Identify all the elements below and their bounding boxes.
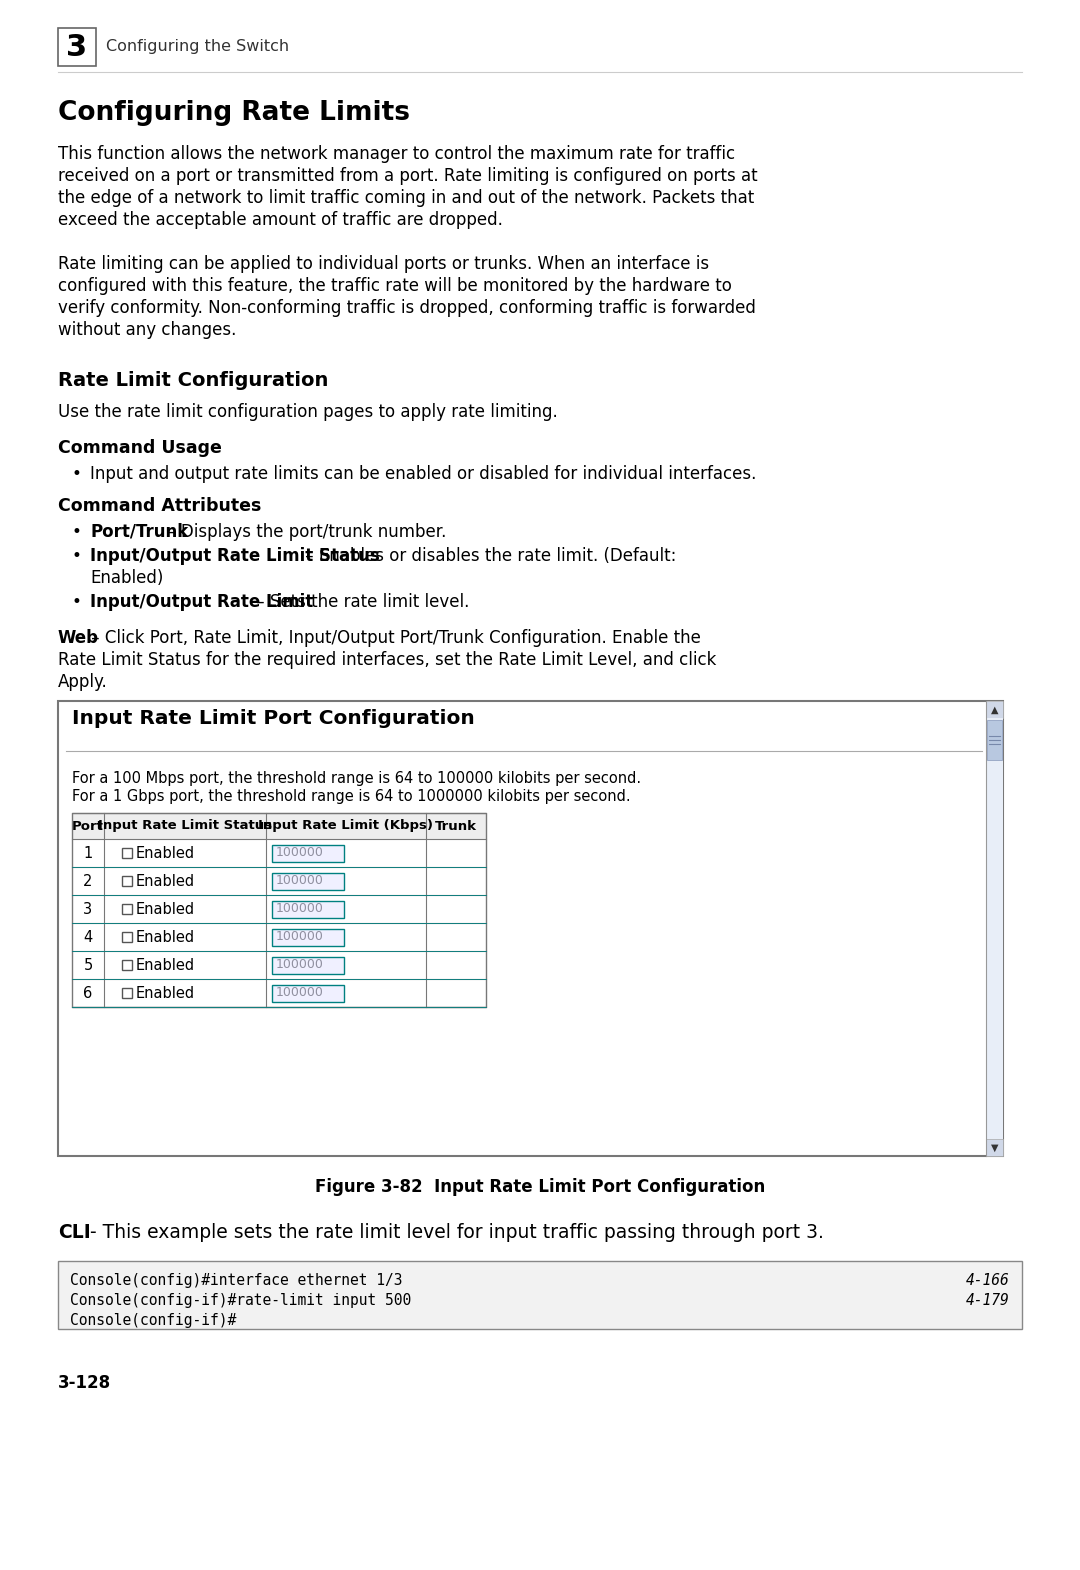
Text: without any changes.: without any changes.	[58, 320, 237, 339]
Text: This function allows the network manager to control the maximum rate for traffic: This function allows the network manager…	[58, 144, 735, 163]
Text: Configuring Rate Limits: Configuring Rate Limits	[58, 100, 410, 126]
Text: •: •	[72, 593, 82, 611]
Text: 4-179: 4-179	[967, 1294, 1010, 1308]
Bar	[986, 1138, 1003, 1156]
Text: – Click Port, Rate Limit, Input/Output Port/Trunk Configuration. Enable the: – Click Port, Rate Limit, Input/Output P…	[86, 630, 701, 647]
Text: ▼: ▼	[990, 1143, 998, 1152]
Text: 5: 5	[83, 958, 93, 972]
Bar	[986, 717, 1003, 1138]
Text: Enabled: Enabled	[136, 986, 195, 1000]
Text: 4: 4	[83, 929, 93, 945]
Text: 100000: 100000	[276, 959, 324, 972]
Bar	[58, 28, 96, 66]
Text: 3-128: 3-128	[58, 1374, 111, 1393]
Text: Enabled: Enabled	[136, 958, 195, 972]
Text: 3: 3	[83, 901, 93, 917]
Text: •: •	[72, 546, 82, 565]
Bar	[272, 901, 345, 917]
Text: Configuring the Switch: Configuring the Switch	[106, 39, 289, 55]
Bar	[122, 933, 132, 942]
Bar	[122, 904, 132, 914]
Text: Command Attributes: Command Attributes	[58, 498, 261, 515]
Bar	[72, 813, 486, 1006]
Text: •: •	[72, 465, 82, 484]
Text: •: •	[72, 523, 82, 542]
Text: Console(config-if)#rate-limit input 500: Console(config-if)#rate-limit input 500	[70, 1294, 411, 1308]
Text: received on a port or transmitted from a port. Rate limiting is configured on po: received on a port or transmitted from a…	[58, 166, 758, 185]
Text: exceed the acceptable amount of traffic are dropped.: exceed the acceptable amount of traffic …	[58, 210, 503, 229]
Text: Input Rate Limit Status: Input Rate Limit Status	[98, 820, 272, 832]
Bar	[986, 700, 1003, 717]
Text: Apply.: Apply.	[58, 674, 108, 691]
Text: Rate Limit Status for the required interfaces, set the Rate Limit Level, and cli: Rate Limit Status for the required inter…	[58, 652, 716, 669]
Bar	[272, 956, 345, 973]
Text: Input/Output Rate Limit Status: Input/Output Rate Limit Status	[90, 546, 380, 565]
Text: For a 100 Mbps port, the threshold range is 64 to 100000 kilobits per second.: For a 100 Mbps port, the threshold range…	[72, 771, 642, 787]
Bar	[58, 700, 1003, 1156]
Text: configured with this feature, the traffic rate will be monitored by the hardware: configured with this feature, the traffi…	[58, 276, 732, 295]
Text: verify conformity. Non-conforming traffic is dropped, conforming traffic is forw: verify conformity. Non-conforming traffi…	[58, 298, 756, 317]
Text: 100000: 100000	[276, 931, 324, 944]
Text: 1: 1	[83, 846, 93, 860]
Text: Enabled: Enabled	[136, 873, 195, 889]
Text: Enabled: Enabled	[136, 929, 195, 945]
Bar	[122, 848, 132, 857]
Text: Trunk: Trunk	[435, 820, 477, 832]
Text: 4-166: 4-166	[967, 1273, 1010, 1287]
Text: Enabled: Enabled	[136, 846, 195, 860]
Bar	[272, 928, 345, 945]
Text: 100000: 100000	[276, 846, 324, 859]
Text: Port: Port	[72, 820, 104, 832]
Text: Input and output rate limits can be enabled or disabled for individual interface: Input and output rate limits can be enab…	[90, 465, 756, 484]
Text: CLI: CLI	[58, 1223, 91, 1242]
Bar	[122, 876, 132, 885]
Text: the edge of a network to limit traffic coming in and out of the network. Packets: the edge of a network to limit traffic c…	[58, 188, 754, 207]
Text: Rate limiting can be applied to individual ports or trunks. When an interface is: Rate limiting can be applied to individu…	[58, 254, 710, 273]
Text: Web: Web	[58, 630, 99, 647]
Text: Input/Output Rate Limit: Input/Output Rate Limit	[90, 593, 313, 611]
Text: Input Rate Limit Port Configuration: Input Rate Limit Port Configuration	[72, 710, 475, 728]
Bar	[272, 845, 345, 862]
Bar	[986, 700, 1003, 1156]
Text: 2: 2	[83, 873, 93, 889]
Text: For a 1 Gbps port, the threshold range is 64 to 1000000 kilobits per second.: For a 1 Gbps port, the threshold range i…	[72, 790, 631, 804]
Text: 100000: 100000	[276, 986, 324, 1000]
Text: 100000: 100000	[276, 903, 324, 915]
Text: Input Rate Limit (Kbps): Input Rate Limit (Kbps)	[258, 820, 433, 832]
Text: 6: 6	[83, 986, 93, 1000]
Text: - This example sets the rate limit level for input traffic passing through port : - This example sets the rate limit level…	[84, 1223, 824, 1242]
Text: 3: 3	[67, 33, 87, 61]
Text: Console(config)#interface ethernet 1/3: Console(config)#interface ethernet 1/3	[70, 1273, 403, 1287]
Bar	[272, 984, 345, 1002]
Text: – Displays the port/trunk number.: – Displays the port/trunk number.	[162, 523, 446, 542]
Text: – Sets the rate limit level.: – Sets the rate limit level.	[251, 593, 470, 611]
Bar	[272, 873, 345, 890]
Bar	[122, 988, 132, 999]
Text: 100000: 100000	[276, 874, 324, 887]
Text: Port/Trunk: Port/Trunk	[90, 523, 188, 542]
Bar	[58, 1261, 1022, 1328]
Text: Console(config-if)#: Console(config-if)#	[70, 1313, 237, 1328]
Text: Figure 3-82  Input Rate Limit Port Configuration: Figure 3-82 Input Rate Limit Port Config…	[315, 1178, 765, 1196]
Text: Enabled): Enabled)	[90, 568, 163, 587]
Bar	[72, 813, 486, 838]
Text: ▲: ▲	[990, 705, 998, 714]
Bar	[122, 959, 132, 970]
Text: – Enables or disables the rate limit. (Default:: – Enables or disables the rate limit. (D…	[300, 546, 676, 565]
Text: Command Usage: Command Usage	[58, 440, 221, 457]
Bar	[987, 721, 1002, 760]
Text: Enabled: Enabled	[136, 901, 195, 917]
Text: Rate Limit Configuration: Rate Limit Configuration	[58, 371, 328, 389]
Text: Use the rate limit configuration pages to apply rate limiting.: Use the rate limit configuration pages t…	[58, 403, 557, 421]
